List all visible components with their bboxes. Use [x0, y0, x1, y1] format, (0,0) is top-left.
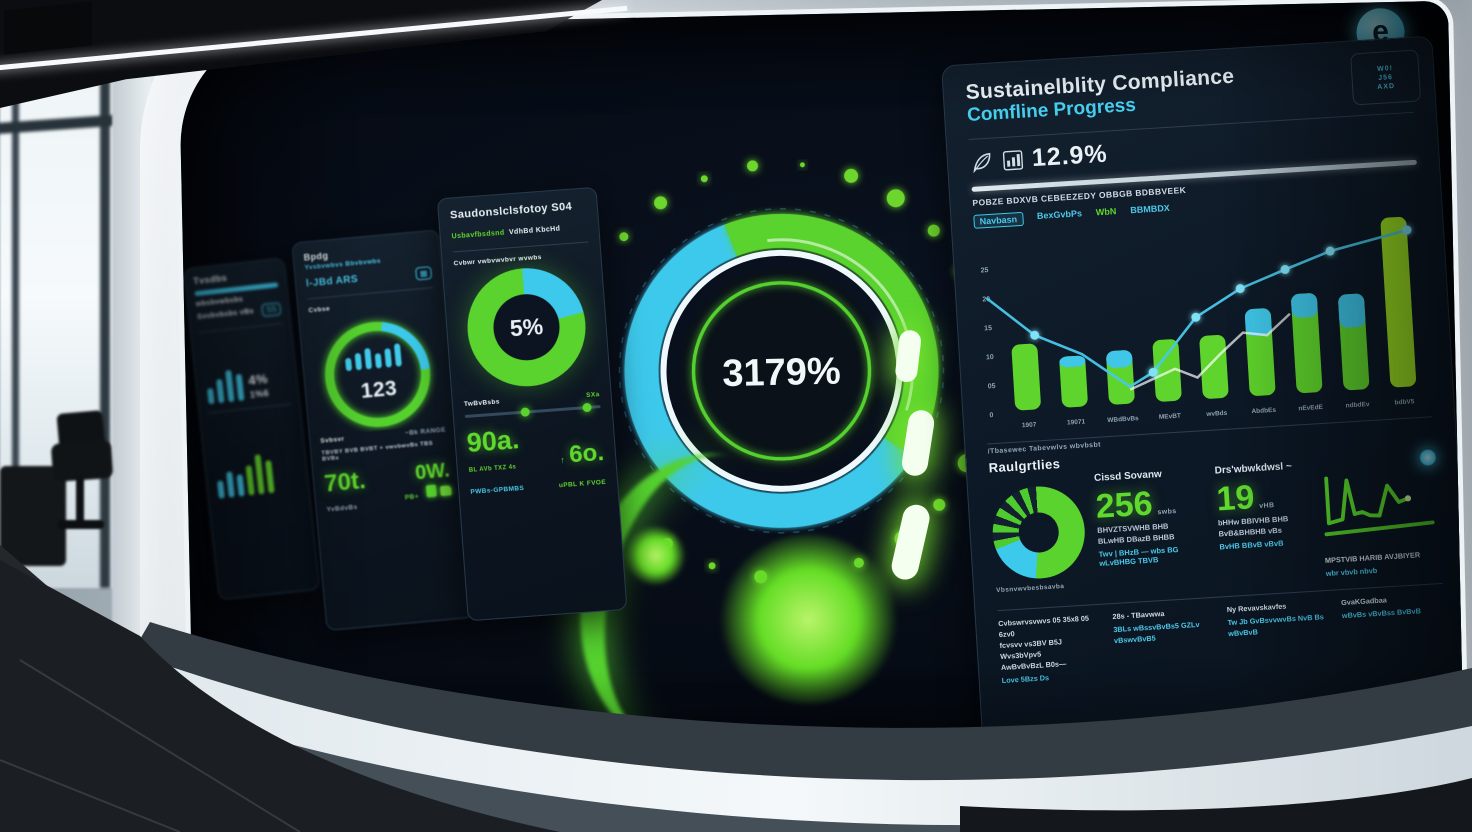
- flask-icon: [439, 485, 452, 497]
- panel3-value-right: ↑ 6o.: [559, 438, 605, 469]
- legend-item[interactable]: BexGvbPs: [1036, 208, 1083, 221]
- svg-text:05: 05: [988, 383, 996, 390]
- ceiling-vent: [4, 1, 92, 55]
- stat-block: Cissd Sovanw 256 swbs BHVZTSVWHB BHB BLw…: [1094, 466, 1212, 593]
- stat-header: Cissd Sovanw: [1093, 468, 1163, 484]
- compliance-trend-chart: 1907 19071 WBdBvBs MEvBT wvBds AbdbEs nEvEdE nd…: [980, 216, 1417, 429]
- panel2-link[interactable]: l-JBd ARS: [305, 273, 359, 290]
- panel1-row: Svvbvbsbs vBs: [196, 308, 255, 322]
- svg-text:19071: 19071: [1067, 418, 1086, 426]
- svg-text:bdbV5: bdbV5: [1394, 398, 1415, 406]
- panel1-bar-cluster: [213, 453, 277, 499]
- dashboard-screen: 3179% e Tvsdbs wbsbvwbsbs Svvbvbsbs vBs …: [178, 0, 1464, 788]
- stat-unit: vHB: [1259, 502, 1275, 510]
- office-chair: [58, 520, 104, 529]
- svg-text:AbdbEs: AbdbEs: [1251, 407, 1276, 416]
- panel1-value: 4% 1%6: [247, 370, 270, 400]
- svg-text:ndbdEv: ndbdEv: [1345, 401, 1370, 409]
- regulations-donut-chart: [990, 483, 1088, 582]
- footer-col: Ny Revavskavfes Tw Jb GvBsvvwvBs NvB Bs …: [1227, 599, 1333, 673]
- stat-header: Drs'wbwkdwsl ~: [1214, 460, 1293, 477]
- panel2-value-right: 0W. PB+: [404, 459, 452, 502]
- stat-block: Drs'wbwkdwsl ~ 19 vHB bHHw BBIVHB BHB Bv…: [1214, 460, 1316, 586]
- panel2-mini-bars: [341, 336, 403, 372]
- legend-item[interactable]: WbN: [1095, 206, 1117, 218]
- battery-icon: [425, 484, 437, 498]
- panel2-left-label: Svbsvr: [320, 435, 345, 445]
- status-badge: W0! J56 AXD: [1350, 49, 1422, 106]
- panel3-subtitle: VdhBd KbcHd: [508, 225, 561, 237]
- leaf-icon: [973, 152, 991, 173]
- kpi-row: 12.9%: [969, 121, 1416, 177]
- stat-value: 256: [1094, 484, 1154, 526]
- main-gauge: 3179%: [571, 160, 994, 584]
- svg-text:1907: 1907: [1022, 421, 1037, 429]
- office-chair: [76, 476, 84, 524]
- svg-text:20: 20: [982, 296, 990, 303]
- panel3-slider-label-left: TwBvBsbs: [463, 398, 501, 409]
- panel-sustainability-compliance: W0! J56 AXD Sustainelblity Compliance Comf…: [941, 35, 1464, 777]
- bar-chart-icon: [1002, 149, 1024, 170]
- panel2-ring-gauge: 123: [311, 307, 443, 436]
- svg-text:15: 15: [984, 325, 992, 332]
- panel-gauge-123: Bpdg Yvsbvwbvs Bbvbvwbs l-JBd ARS ▦ Cvbs…: [291, 229, 475, 632]
- panel3-footer-link[interactable]: PWBs-GPBMBS: [470, 484, 525, 496]
- donut-caption: Vbsnvwvbesbsavba: [996, 583, 1065, 595]
- legend-item[interactable]: Navbasn: [973, 211, 1024, 229]
- panel1-badge: SS: [261, 302, 282, 318]
- footer-col: 28s - TBavwwa 3BLs wBssvBvBs5 GZLv vBswv…: [1112, 606, 1218, 680]
- panel2-value-left: 70t. YvBdvBs: [323, 467, 367, 514]
- sofa: [0, 466, 66, 566]
- legend-item[interactable]: BBMBDX: [1130, 202, 1171, 216]
- svg-text:10: 10: [986, 354, 994, 361]
- svg-text:0: 0: [989, 412, 993, 419]
- panel3-slider[interactable]: [464, 402, 601, 419]
- panel3-donut-value: 5%: [508, 312, 545, 341]
- footer-link[interactable]: Tw Jb GvBsvvwvBs NvB Bs wBvBvB: [1227, 612, 1325, 638]
- panel-donut-5: Saudonslclsfotoy S04 Usbavfbsdsnd VdhBd …: [436, 186, 628, 622]
- panel1-bar-cluster: [203, 369, 246, 405]
- activity-spark-block: MPSTVIB HARIB AVJBIYER wbr vbvb nbvb: [1319, 448, 1442, 580]
- footer-col: GvaKGadbaa wBvBs vBvBss BvBvB: [1341, 592, 1447, 666]
- stat-unit: swbs: [1157, 508, 1177, 517]
- chart-icon: ▦: [415, 266, 433, 281]
- svg-text:25: 25: [980, 267, 988, 274]
- panel3-subtitle-green: Usbavfbsdsnd: [451, 229, 505, 241]
- activity-sparkline-chart: [1324, 476, 1435, 537]
- stats-row: Vbsnvwvbesbsavba Cissd Sovanw 256 swbs B…: [989, 448, 1442, 600]
- svg-text:MEvBT: MEvBT: [1159, 413, 1181, 421]
- stat-links[interactable]: BvHB BBvB vBvB: [1219, 538, 1284, 552]
- panel3-donut-chart: 5%: [463, 264, 590, 391]
- window-mullion: [100, 58, 110, 588]
- panel3-value-left: 90a. BL AVb TXZ 4s: [465, 424, 521, 474]
- svg-text:nEvEdE: nEvEdE: [1298, 404, 1324, 413]
- regulations-donut-block: Vbsnvwvbesbsavba: [989, 474, 1091, 600]
- window-mullion: [12, 58, 19, 588]
- panel3-slider-label-right: SXa: [585, 391, 600, 400]
- panel2-right-label: ~Bk RANGE: [404, 426, 447, 438]
- svg-text:WBdBvBs: WBdBvBs: [1107, 415, 1139, 424]
- footer-link[interactable]: 3BLs wBssvBvBs5 GZLv vBswvBvB5: [1113, 619, 1200, 645]
- panel3-footer-tag: uPBL K FVOE: [558, 478, 607, 490]
- svg-text:wvBds: wvBds: [1205, 410, 1228, 418]
- stat-value: 19: [1215, 478, 1256, 519]
- footer-col: Cvbswrvsvwvs 05 35x8 05 6zv0 fcvsvv vs3B…: [998, 613, 1104, 687]
- gauge-value: 3179%: [722, 351, 841, 395]
- kpi-value: 12.9%: [1031, 139, 1109, 173]
- panel3-label: Cvbwr vwbvwvbvr wvwbs: [453, 253, 542, 268]
- stat-links[interactable]: Twv | BHzB — wbs BG wLvBHBG TBVB: [1098, 544, 1179, 568]
